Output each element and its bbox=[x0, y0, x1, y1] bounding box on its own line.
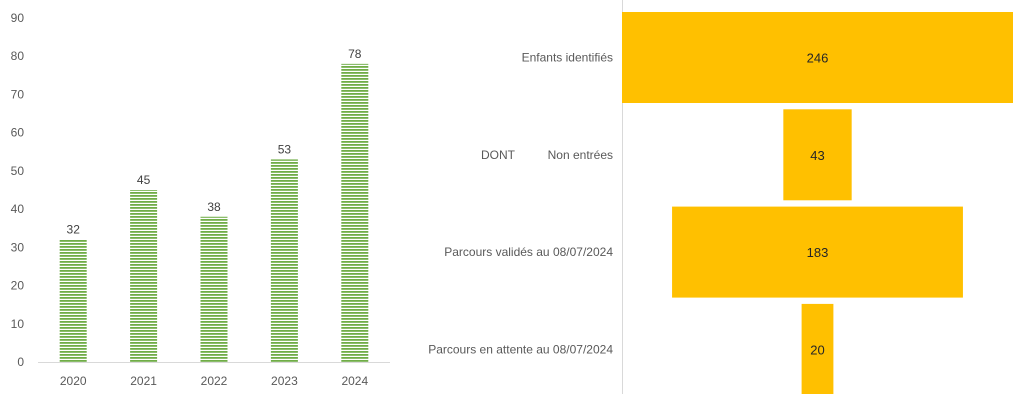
y-tick-label: 80 bbox=[11, 49, 25, 63]
funnel-bar bbox=[801, 303, 834, 394]
y-tick-label: 10 bbox=[11, 317, 25, 331]
bar bbox=[200, 216, 228, 362]
funnel-data-label: 246 bbox=[807, 51, 829, 66]
bar-data-label: 78 bbox=[348, 47, 362, 61]
bar bbox=[270, 159, 298, 362]
funnel-group-label: DONT bbox=[481, 148, 516, 162]
funnel-category-label: Enfants identifiés bbox=[522, 51, 613, 65]
y-tick-label: 60 bbox=[11, 126, 25, 140]
funnel-data-label: 20 bbox=[810, 342, 824, 357]
funnel-data-label: 43 bbox=[810, 148, 824, 163]
bar bbox=[341, 63, 369, 362]
x-tick-label: 2021 bbox=[130, 374, 157, 388]
x-tick-label: 2024 bbox=[341, 374, 368, 388]
y-tick-label: 90 bbox=[11, 11, 25, 25]
y-tick-label: 40 bbox=[11, 202, 25, 216]
funnel-bar bbox=[783, 109, 852, 201]
bar-chart: 0 10 20 30 40 50 60 70 80 90 32 2020 45 2021 38 2022 53 2… bbox=[11, 11, 390, 388]
bar bbox=[130, 190, 158, 362]
funnel-bar bbox=[672, 206, 963, 298]
funnel-category-label: Parcours en attente au 08/07/2024 bbox=[428, 342, 613, 356]
y-tick-label: 70 bbox=[11, 87, 25, 101]
bar-data-label: 53 bbox=[278, 142, 292, 156]
y-tick-label: 20 bbox=[11, 279, 25, 293]
y-tick-label: 30 bbox=[11, 240, 25, 254]
y-tick-label: 0 bbox=[17, 355, 24, 369]
x-tick-label: 2020 bbox=[60, 374, 87, 388]
funnel-data-label: 183 bbox=[807, 245, 829, 260]
funnel-category-label: Parcours validés au 08/07/2024 bbox=[444, 245, 613, 259]
bar-data-label: 38 bbox=[207, 200, 221, 214]
funnel-category-label: Non entrées bbox=[548, 148, 613, 162]
bar bbox=[59, 239, 87, 362]
funnel-chart: 246 Enfants identifiés 43 Non entrées DONT 18… bbox=[428, 0, 1013, 394]
bar-data-label: 32 bbox=[67, 223, 81, 237]
bar-data-label: 45 bbox=[137, 173, 151, 187]
x-tick-label: 2022 bbox=[201, 374, 228, 388]
y-tick-label: 50 bbox=[11, 164, 25, 178]
funnel-bar bbox=[622, 12, 1013, 103]
x-tick-label: 2023 bbox=[271, 374, 298, 388]
